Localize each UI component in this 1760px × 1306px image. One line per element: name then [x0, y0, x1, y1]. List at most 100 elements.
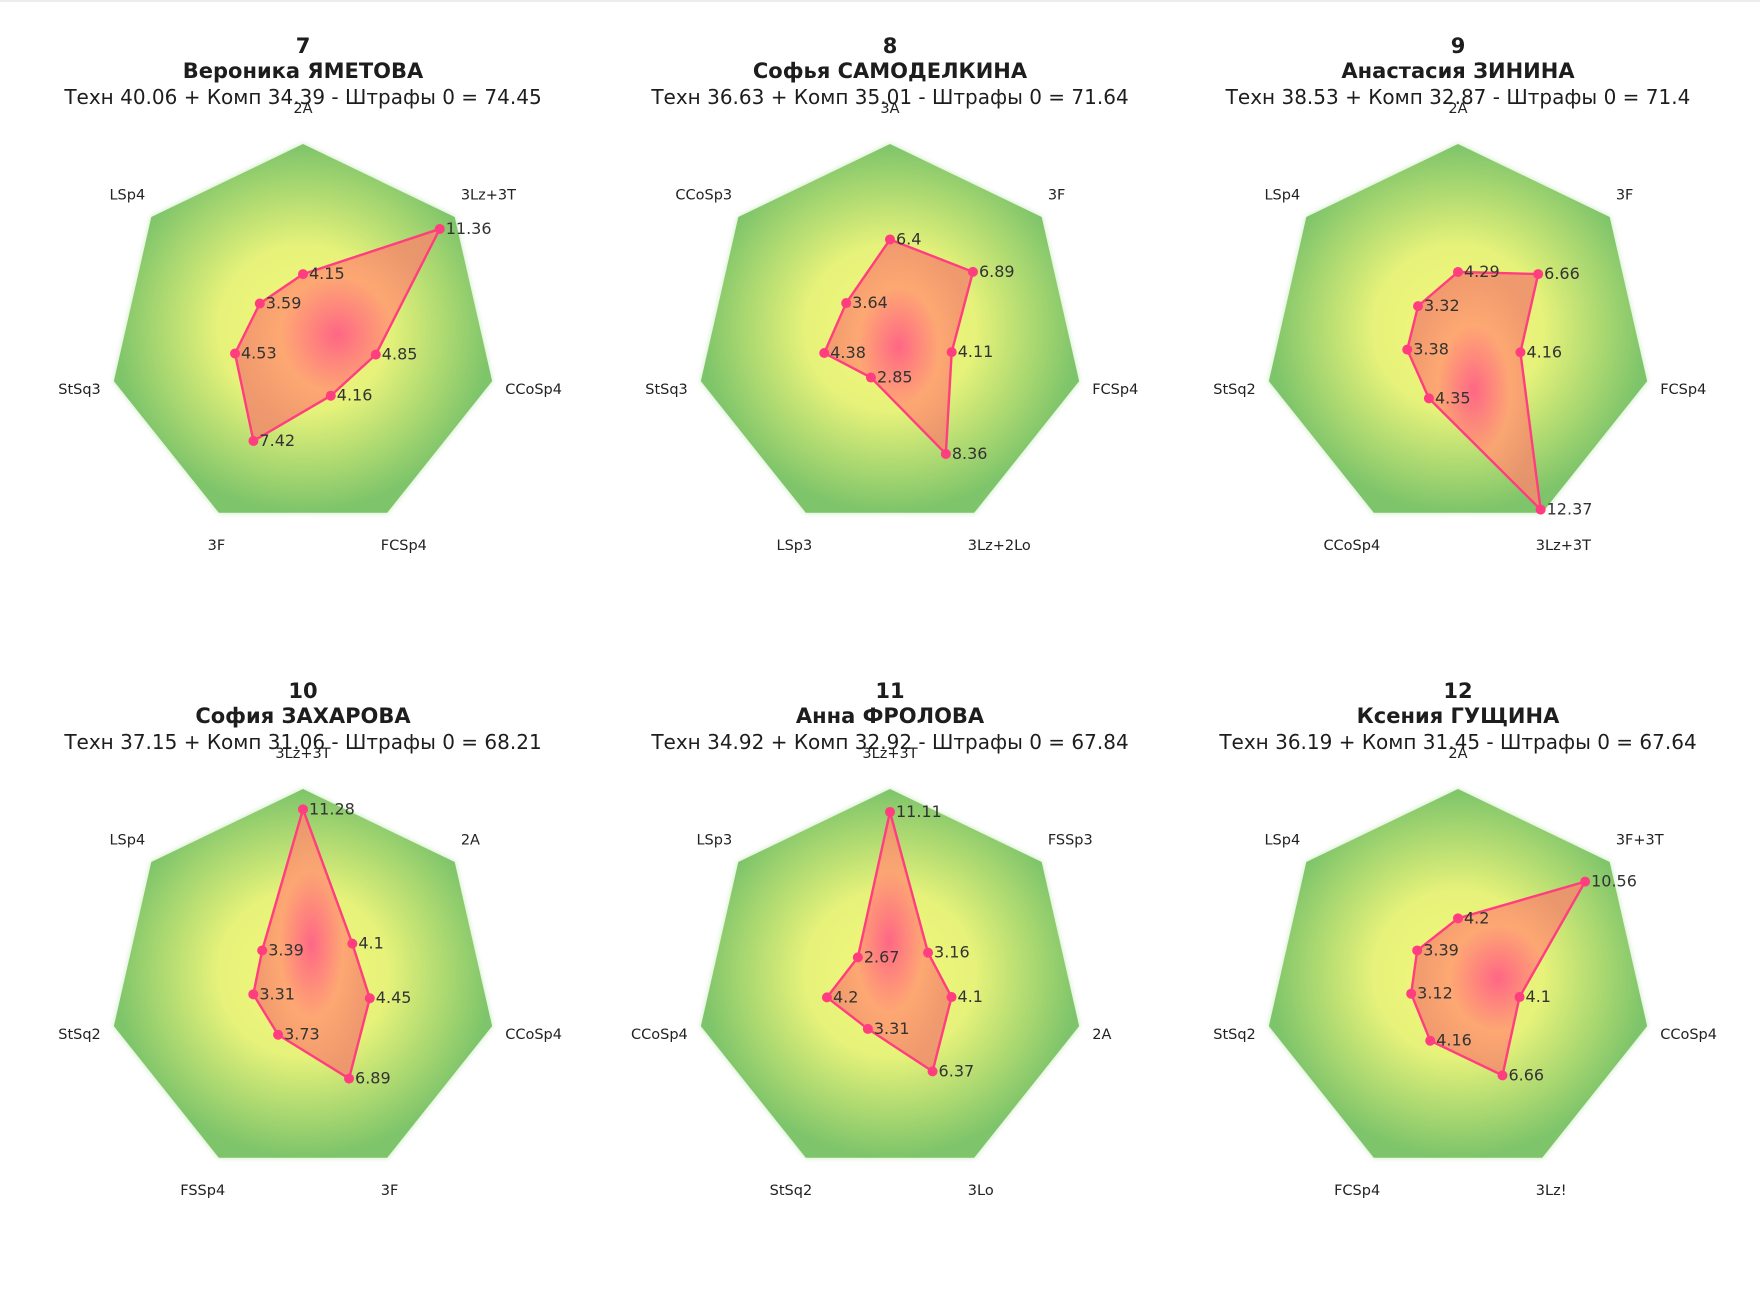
data-point[interactable] [370, 349, 381, 360]
data-point[interactable] [1535, 504, 1546, 515]
data-point[interactable] [967, 266, 978, 277]
score-line: Техн 40.06 + Комп 34.39 - Штрафы 0 = 74.… [64, 85, 542, 109]
axis-label: 3Lo [968, 1183, 994, 1199]
data-point[interactable] [927, 1066, 938, 1077]
data-point[interactable] [819, 348, 830, 359]
score-line: Техн 36.19 + Комп 31.45 - Штрафы 0 = 67.… [1219, 730, 1697, 754]
skater-rank: 12 [1443, 679, 1473, 703]
data-point[interactable] [885, 234, 895, 245]
radar-series-area [825, 810, 953, 1073]
axis-label: 3F+3T [1616, 833, 1664, 849]
radar-chart: 11.28 4.1 4.45 6.89 3.73 3.31 3.39 3Lz+3T 2A CCoS… [58, 746, 562, 1199]
data-point[interactable] [923, 947, 934, 958]
skater-rank: 11 [875, 679, 905, 703]
data-label: 6.37 [939, 1061, 975, 1080]
axis-label: StSq2 [58, 1027, 101, 1043]
panel-header: 9 Анастасия ЗИНИНА Техн 38.53 + Комп 32.87… [1165, 34, 1751, 110]
data-point[interactable] [946, 992, 957, 1003]
skater-rank: 8 [882, 34, 898, 58]
radar-panel: 6.4 6.89 4.11 8.36 2.85 4.38 3.64 3A 3F FCSp4 3Lz+… [597, 0, 1183, 653]
data-point[interactable] [841, 298, 852, 309]
data-point[interactable] [325, 390, 336, 401]
data-label: 6.4 [896, 229, 921, 248]
axis-label: 2A [293, 101, 312, 117]
data-point[interactable] [347, 938, 358, 949]
data-label: 4.2 [833, 987, 858, 1006]
data-point[interactable] [940, 448, 951, 459]
data-label: 11.36 [446, 219, 492, 238]
data-label: 4.45 [376, 988, 412, 1007]
data-label: 3.31 [874, 1019, 910, 1038]
axis-label: FCSp4 [1334, 1183, 1380, 1199]
data-label: 4.1 [1526, 987, 1551, 1006]
data-label: 4.15 [309, 264, 345, 283]
data-label: 4.53 [241, 344, 277, 363]
data-label: 10.56 [1591, 872, 1637, 891]
data-label: 4.85 [382, 345, 418, 364]
data-point[interactable] [1423, 393, 1434, 404]
data-label: 6.66 [1544, 264, 1580, 283]
data-point[interactable] [1412, 945, 1423, 956]
radar-panel: 11.28 4.1 4.45 6.89 3.73 3.31 3.39 3Lz+3T 2A CCoS… [10, 645, 596, 1298]
data-point[interactable] [298, 804, 308, 815]
data-label: 4.16 [337, 386, 373, 405]
data-point[interactable] [248, 435, 259, 446]
data-point[interactable] [862, 1023, 873, 1034]
data-label: 11.28 [309, 799, 355, 818]
skater-name: Анастасия ЗИНИНА [1341, 59, 1575, 83]
data-point[interactable] [1425, 1035, 1436, 1046]
data-point[interactable] [1413, 301, 1424, 312]
axis-label: 3Lz+3T [862, 746, 917, 762]
data-point[interactable] [273, 1029, 284, 1040]
data-label: 2.67 [864, 947, 900, 966]
score-line: Техн 37.15 + Комп 31.06 - Штрафы 0 = 68.… [64, 730, 542, 754]
axis-label: 2A [1092, 1027, 1111, 1043]
axis-label: 2A [1448, 101, 1467, 117]
axis-label: LSp4 [1264, 188, 1300, 204]
data-point[interactable] [344, 1073, 355, 1084]
axis-label: FCSp4 [1092, 382, 1138, 398]
data-point[interactable] [852, 952, 863, 963]
skater-rank: 10 [288, 679, 318, 703]
data-label: 4.16 [1526, 342, 1562, 361]
axis-label: CCoSp4 [505, 1027, 562, 1043]
data-point[interactable] [298, 269, 308, 280]
data-point[interactable] [230, 348, 241, 359]
radar-series-area [1406, 270, 1542, 511]
data-point[interactable] [1580, 876, 1591, 887]
data-label: 3.73 [284, 1025, 320, 1044]
data-point[interactable] [1533, 269, 1544, 280]
data-point[interactable] [1514, 992, 1525, 1003]
axis-label: CCoSp4 [1323, 538, 1380, 554]
data-label: 3.16 [934, 943, 970, 962]
data-point[interactable] [257, 945, 268, 956]
data-point[interactable] [1497, 1070, 1508, 1081]
axis-label: LSp3 [696, 833, 732, 849]
score-line: Техн 34.92 + Комп 32.92 - Штрафы 0 = 67.… [651, 730, 1129, 754]
data-label: 6.89 [979, 262, 1015, 281]
skater-name: София ЗАХАРОВА [195, 704, 411, 728]
data-label: 6.66 [1508, 1065, 1544, 1084]
data-point[interactable] [1402, 344, 1413, 355]
data-point[interactable] [254, 298, 265, 309]
data-point[interactable] [885, 806, 895, 817]
data-label: 3.38 [1413, 340, 1449, 359]
radar-panel: 11.11 3.16 4.1 6.37 3.31 4.2 2.67 3Lz+3T FSSp3 2A… [597, 645, 1183, 1298]
data-point[interactable] [364, 993, 375, 1004]
skater-rank: 7 [295, 34, 311, 58]
data-point[interactable] [434, 223, 445, 234]
data-point[interactable] [821, 992, 832, 1003]
data-label: 3.59 [266, 294, 302, 313]
data-point[interactable] [946, 347, 957, 358]
data-point[interactable] [865, 372, 876, 383]
radar-chart: 4.2 10.56 4.1 6.66 4.16 3.12 3.39 2A 3F+3T CCoSp4… [1213, 746, 1717, 1199]
data-point[interactable] [1406, 988, 1417, 999]
panel-header: 11 Анна ФРОЛОВА Техн 34.92 + Комп 32.92 - … [597, 679, 1183, 755]
skater-rank: 9 [1450, 34, 1466, 58]
data-point[interactable] [1515, 347, 1526, 358]
data-point[interactable] [1453, 913, 1463, 924]
data-label: 3.32 [1424, 296, 1460, 315]
data-point[interactable] [1453, 266, 1463, 277]
radar-chart: 6.4 6.89 4.11 8.36 2.85 4.38 3.64 3A 3F FCSp4 3Lz+… [645, 101, 1138, 554]
data-point[interactable] [248, 989, 259, 1000]
